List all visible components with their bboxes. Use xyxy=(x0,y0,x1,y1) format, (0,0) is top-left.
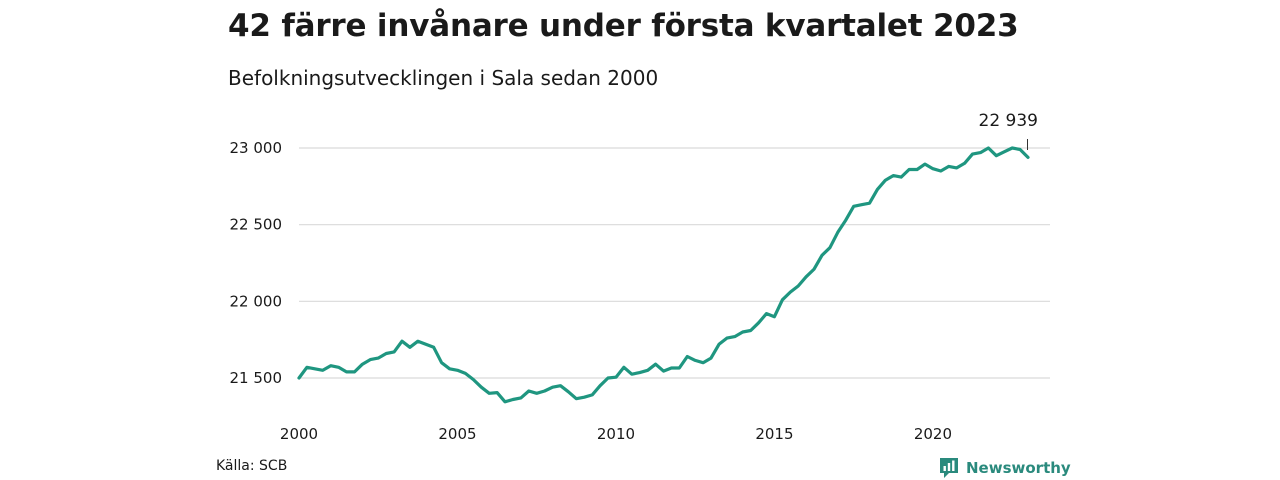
annotation-layer: 22 939 xyxy=(979,111,1038,150)
x-tick-label: 2020 xyxy=(914,425,952,443)
chart-title: 42 färre invånare under första kvartalet… xyxy=(228,8,1019,44)
x-tick-label: 2000 xyxy=(280,425,318,443)
annotation-label: 22 939 xyxy=(979,111,1038,131)
y-tick-label: 21 500 xyxy=(230,369,283,387)
chart-subtitle: Befolkningsutvecklingen i Sala sedan 200… xyxy=(228,66,659,90)
newsworthy-logo-icon xyxy=(940,458,958,478)
series-layer xyxy=(297,146,1030,404)
y-tick-label: 23 000 xyxy=(230,139,283,157)
series-line xyxy=(297,146,1030,404)
source-note: Källa: SCB xyxy=(216,458,288,474)
y-tick-label: 22 000 xyxy=(230,292,283,310)
x-tick-label: 2015 xyxy=(755,425,793,443)
brand-name: Newsworthy xyxy=(966,459,1071,477)
x-tick-label: 2010 xyxy=(597,425,635,443)
y-axis-ticks: 21 500 22 000 22 500 23 000 xyxy=(230,139,283,387)
brand-logo: Newsworthy xyxy=(938,456,1071,480)
y-tick-label: 22 500 xyxy=(230,216,283,234)
x-axis-ticks: 2000 2005 2010 2015 2020 xyxy=(280,425,952,443)
grid-lines xyxy=(299,147,1050,379)
x-tick-label: 2005 xyxy=(438,425,476,443)
